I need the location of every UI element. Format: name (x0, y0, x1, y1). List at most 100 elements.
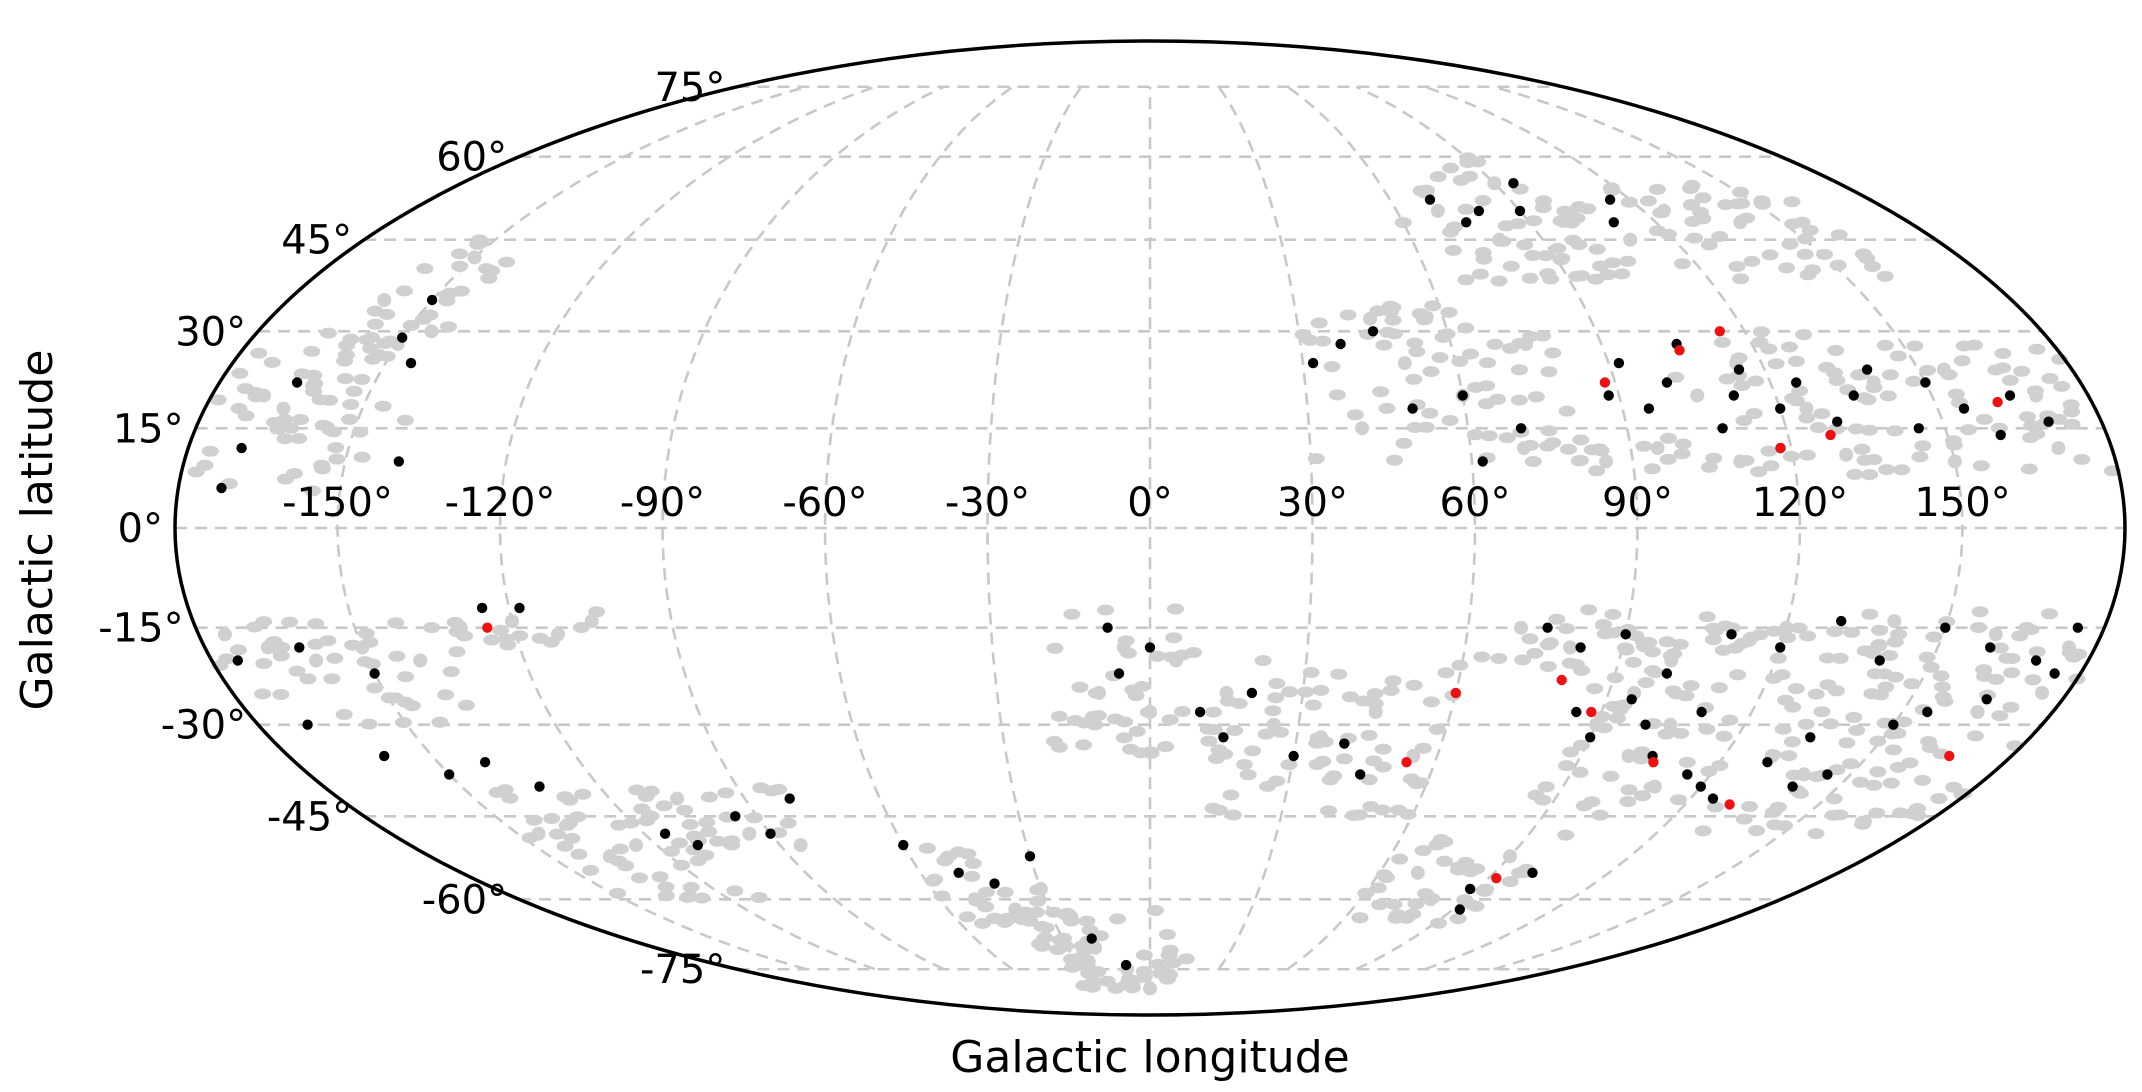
y-tick-label: 15° (113, 406, 184, 452)
background-point (1945, 781, 1963, 793)
background-point (1706, 801, 1724, 813)
background-point (413, 653, 428, 668)
red-point (1674, 345, 1685, 356)
background-point (305, 369, 323, 381)
background-point (1314, 335, 1332, 347)
background-point (431, 716, 449, 728)
background-point (1866, 375, 1881, 390)
y-tick-label: 60° (436, 135, 507, 181)
background-point (1235, 759, 1253, 770)
background-point (1889, 761, 1907, 773)
background-point (1239, 769, 1257, 781)
background-point (1314, 755, 1332, 767)
background-point (548, 828, 566, 840)
background-point (2003, 653, 2021, 664)
background-point (1572, 434, 1590, 446)
background-point (1428, 723, 1446, 735)
background-point (1906, 340, 1924, 352)
background-point (1142, 746, 1160, 758)
background-point (209, 394, 227, 406)
background-point (1790, 622, 1808, 634)
y-tick-label: -15° (98, 606, 183, 652)
background-point (1304, 699, 1322, 711)
red-point (1944, 750, 1955, 762)
background-point (1848, 724, 1866, 736)
background-point (1588, 243, 1606, 255)
background-point (438, 289, 456, 301)
background-point (1919, 364, 1936, 376)
background-point (1715, 730, 1733, 742)
background-point (254, 688, 272, 700)
background-point (1690, 388, 1705, 403)
background-point (1975, 413, 1993, 425)
y-tick-label: 45° (281, 218, 352, 264)
background-point (1539, 440, 1557, 452)
background-point (2053, 380, 2071, 392)
black-point (1424, 194, 1436, 205)
background-point (1046, 642, 1064, 654)
background-point (1765, 672, 1783, 684)
background-point (1627, 630, 1645, 642)
background-point (958, 911, 976, 923)
black-point (1542, 622, 1553, 633)
background-point (1865, 779, 1883, 791)
background-point (1604, 608, 1622, 620)
background-point (414, 313, 432, 325)
background-point (1799, 401, 1814, 416)
background-point (1798, 449, 1816, 461)
background-point (572, 622, 590, 633)
black-point (426, 294, 438, 306)
background-point (488, 786, 506, 798)
background-point (2023, 420, 2041, 432)
background-point (246, 621, 264, 633)
background-point (356, 656, 374, 668)
background-point (1226, 725, 1244, 736)
background-point (397, 671, 415, 683)
background-point (1861, 469, 1879, 481)
background-point (2063, 406, 2081, 418)
black-point (1024, 851, 1036, 862)
background-point (353, 373, 371, 385)
background-point (1831, 809, 1849, 821)
black-point (1995, 429, 2006, 441)
black-point (898, 839, 909, 851)
background-point (1831, 652, 1849, 664)
background-point (1330, 668, 1348, 680)
background-point (1769, 652, 1787, 664)
background-point (1885, 744, 1902, 756)
red-point (1648, 757, 1659, 768)
background-point (1838, 737, 1856, 749)
black-point (2049, 668, 2060, 679)
black-point (1848, 390, 1859, 401)
background-point (272, 689, 290, 700)
background-point (1428, 839, 1446, 851)
background-point (676, 804, 694, 816)
background-point (1648, 183, 1666, 195)
background-point (1664, 685, 1682, 697)
background-point (1429, 171, 1447, 183)
background-point (492, 624, 510, 636)
background-point (364, 353, 382, 365)
background-point (1754, 198, 1772, 210)
black-point (1515, 423, 1527, 434)
black-point (405, 357, 417, 369)
black-point (1454, 904, 1466, 915)
background-point (1784, 392, 1802, 404)
background-point (1307, 453, 1325, 465)
background-point (341, 413, 358, 425)
background-point (1297, 686, 1315, 698)
background-point (1078, 915, 1096, 927)
background-point (1527, 789, 1545, 801)
background-point (1462, 348, 1480, 360)
background-point (1580, 604, 1598, 616)
background-point (1646, 667, 1664, 679)
background-point (1643, 463, 1661, 475)
background-point (963, 870, 981, 882)
background-point (1966, 730, 1984, 742)
background-point (1414, 845, 1432, 857)
background-point (964, 858, 982, 869)
background-point (1843, 626, 1861, 638)
background-point (679, 891, 696, 903)
black-point (1775, 642, 1786, 653)
x-tick-label: 150° (1914, 480, 2010, 526)
